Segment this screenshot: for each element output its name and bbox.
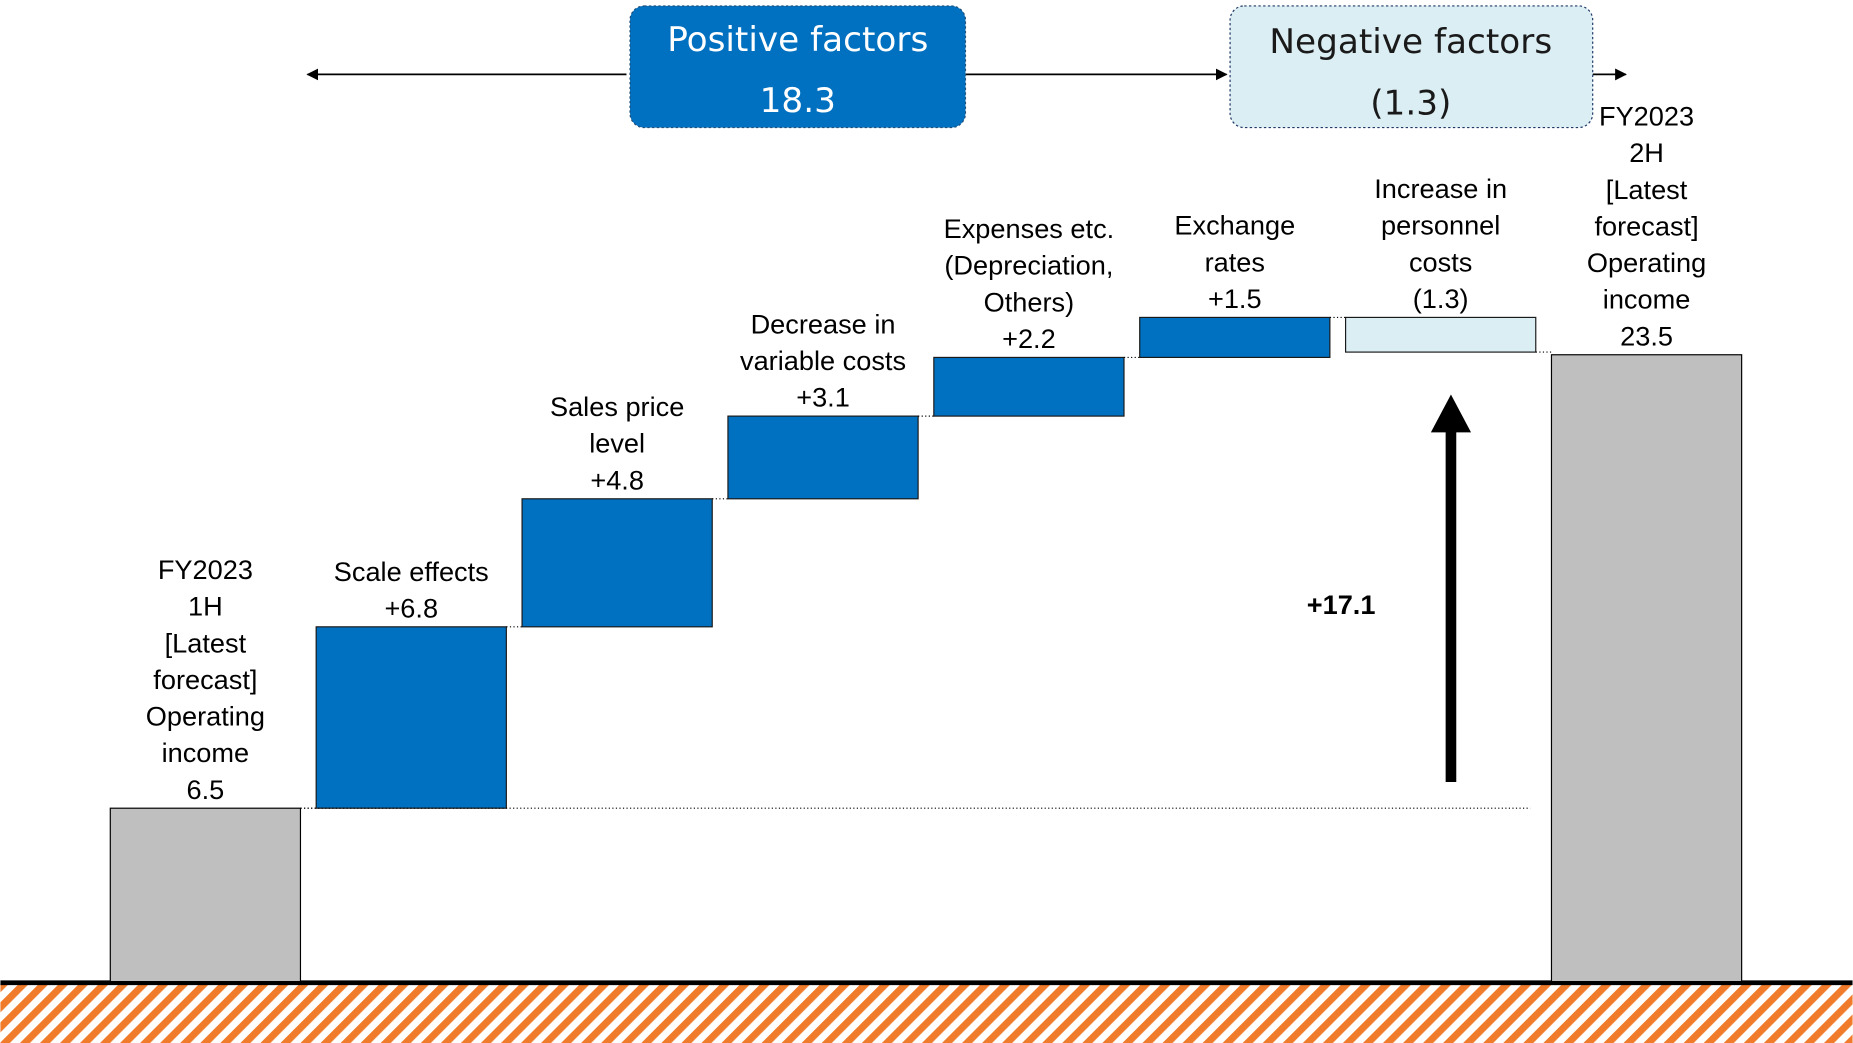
value-label: 23.5 (1620, 320, 1673, 351)
negative-value: (1.3) (1370, 84, 1451, 124)
category-label: Decrease in variable costs (740, 308, 906, 376)
negative-label: Negative factors (1269, 22, 1552, 62)
change-annotation: +17.1 (1307, 589, 1376, 620)
bar (315, 626, 507, 809)
ground (0, 983, 1853, 1043)
arrow-head (1430, 394, 1472, 433)
category-label: Expenses etc. (Depreciation, Others) (944, 213, 1115, 317)
category-label: Increase in personnel costs (1374, 173, 1507, 277)
category-label: FY2023 1H [Latest forecast] Operating income (146, 554, 265, 768)
category-label: Sales price level (550, 391, 684, 459)
value-label: +3.1 (796, 382, 850, 413)
bar (933, 356, 1125, 417)
negative-box (1229, 5, 1594, 129)
value-label: +1.5 (1208, 283, 1262, 314)
positive-box (629, 5, 967, 129)
positive-value: 18.3 (760, 81, 836, 121)
category-label: Exchange rates (1174, 210, 1295, 278)
positive-label: Positive factors (667, 20, 928, 60)
bar (1139, 316, 1331, 359)
value-label: +6.8 (384, 592, 438, 623)
category-label: Scale effects (334, 556, 489, 587)
value-label: +2.2 (1002, 323, 1056, 354)
bar (521, 498, 713, 628)
value-label: 6.5 (186, 774, 224, 805)
value-label: +4.8 (590, 464, 644, 495)
bar (727, 415, 919, 500)
category-label: FY2023 2H [Latest forecast] Operating income (1587, 101, 1706, 315)
bar (1550, 354, 1743, 983)
bar (1344, 316, 1537, 353)
value-label: (1.3) (1413, 283, 1469, 314)
bar (109, 807, 302, 983)
